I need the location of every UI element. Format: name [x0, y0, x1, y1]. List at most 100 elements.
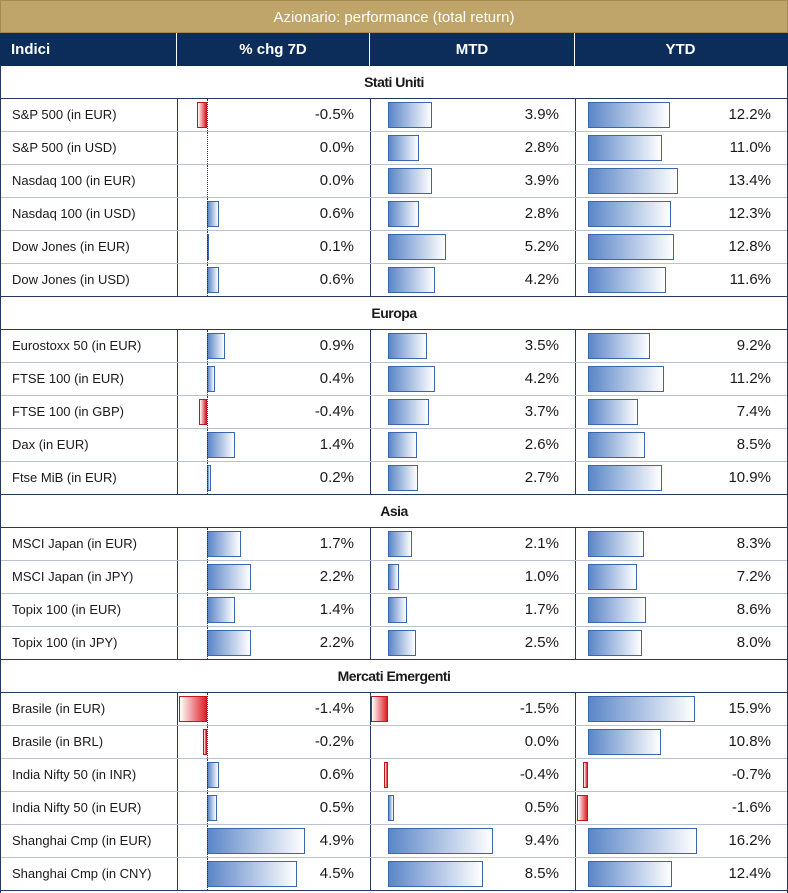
chg7d-value: 0.5% [319, 799, 354, 816]
mtd-value: 5.2% [524, 238, 559, 255]
chg7d-value: 2.2% [319, 634, 354, 651]
positive-bar [588, 696, 696, 722]
chg7d-value: 0.6% [319, 766, 354, 783]
positive-bar [388, 630, 416, 656]
mtd-value: -1.5% [519, 700, 559, 717]
table-row: Brasile (in BRL) -0.2% 0.0% 10.8% [1, 726, 787, 759]
ytd-cell: 7.2% [576, 561, 787, 593]
zero-axis-line [207, 330, 208, 362]
ytd-value: 7.2% [736, 568, 771, 585]
header-mtd: MTD [370, 33, 575, 66]
chg7d-value: 2.2% [319, 568, 354, 585]
ytd-cell: 8.3% [576, 528, 787, 560]
chg7d-value: 0.9% [319, 337, 354, 354]
positive-bar [207, 861, 297, 887]
negative-bar [203, 729, 207, 755]
index-name-cell: Dax (in EUR) [1, 429, 178, 461]
mtd-value: -0.4% [519, 766, 559, 783]
header-chg7d: % chg 7D [177, 33, 370, 66]
index-name-cell: Eurostoxx 50 (in EUR) [1, 330, 178, 362]
negative-bar [383, 762, 388, 788]
zero-axis-line [207, 429, 208, 461]
table-row: Brasile (in EUR) -1.4% -1.5% 15.9% [1, 693, 787, 726]
ytd-value: 7.4% [736, 403, 771, 420]
positive-bar [388, 366, 436, 392]
ytd-cell: 10.9% [576, 462, 787, 494]
chg7d-cell: 0.5% [178, 792, 371, 824]
index-name-cell: S&P 500 (in EUR) [1, 99, 178, 131]
mtd-cell: 4.2% [371, 363, 576, 395]
zero-axis-line [207, 627, 208, 659]
chg7d-cell: 0.1% [178, 231, 371, 263]
section-header: Asia [1, 495, 787, 528]
chg7d-value: 0.6% [319, 271, 354, 288]
ytd-cell: 12.4% [576, 858, 787, 890]
mtd-value: 2.1% [524, 535, 559, 552]
chg7d-value: -0.4% [314, 403, 354, 420]
ytd-cell: 12.3% [576, 198, 787, 230]
index-name-cell: Brasile (in EUR) [1, 693, 178, 725]
table-row: MSCI Japan (in EUR) 1.7% 2.1% 8.3% [1, 528, 787, 561]
positive-bar [207, 762, 219, 788]
positive-bar [207, 564, 251, 590]
chg7d-value: 1.4% [319, 436, 354, 453]
zero-axis-line [207, 858, 208, 890]
ytd-cell: 11.2% [576, 363, 787, 395]
chg7d-cell: 0.2% [178, 462, 371, 494]
ytd-cell: 16.2% [576, 825, 787, 857]
positive-bar [207, 267, 219, 293]
section-header: Stati Uniti [1, 66, 787, 99]
mtd-cell: 3.9% [371, 99, 576, 131]
ytd-value: 12.8% [728, 238, 771, 255]
positive-bar [388, 333, 428, 359]
table-row: Ftse MiB (in EUR) 0.2% 2.7% 10.9% [1, 462, 787, 495]
index-name-cell: Nasdaq 100 (in USD) [1, 198, 178, 230]
chg7d-cell: -0.5% [178, 99, 371, 131]
index-name: FTSE 100 (in EUR) [12, 371, 124, 386]
table-title: Azionario: performance (total return) [0, 0, 788, 33]
mtd-cell: 1.0% [371, 561, 576, 593]
mtd-cell: 2.5% [371, 627, 576, 659]
ytd-cell: 11.0% [576, 132, 787, 164]
positive-bar [207, 333, 225, 359]
index-name: India Nifty 50 (in EUR) [12, 800, 142, 815]
mtd-value: 2.8% [524, 205, 559, 222]
index-name-cell: Topix 100 (in EUR) [1, 594, 178, 626]
positive-bar [388, 399, 430, 425]
zero-axis-line [207, 198, 208, 230]
positive-bar [588, 135, 663, 161]
chg7d-value: 4.5% [319, 865, 354, 882]
ytd-value: 11.6% [729, 271, 771, 288]
positive-bar [388, 465, 419, 491]
ytd-value: 10.9% [728, 469, 771, 486]
mtd-cell: 2.8% [371, 132, 576, 164]
table-row: Dow Jones (in USD) 0.6% 4.2% 11.6% [1, 264, 787, 297]
index-name: Shanghai Cmp (in CNY) [12, 866, 152, 881]
mtd-value: 3.5% [524, 337, 559, 354]
positive-bar [588, 564, 637, 590]
positive-bar [207, 531, 241, 557]
ytd-value: -1.6% [731, 799, 771, 816]
mtd-value: 2.8% [524, 139, 559, 156]
positive-bar [207, 828, 305, 854]
section-header: Europa [1, 297, 787, 330]
chg7d-cell: 0.6% [178, 759, 371, 791]
positive-bar [207, 366, 215, 392]
positive-bar [588, 531, 645, 557]
positive-bar [388, 861, 484, 887]
ytd-cell: 7.4% [576, 396, 787, 428]
positive-bar [207, 597, 235, 623]
chg7d-cell: 1.4% [178, 429, 371, 461]
index-name-cell: Dow Jones (in USD) [1, 264, 178, 296]
mtd-value: 9.4% [524, 832, 559, 849]
positive-bar [388, 795, 394, 821]
ytd-value: 9.2% [736, 337, 771, 354]
mtd-cell: 2.1% [371, 528, 576, 560]
positive-bar [207, 630, 251, 656]
positive-bar [207, 201, 219, 227]
positive-bar [207, 432, 235, 458]
ytd-value: -0.7% [731, 766, 771, 783]
chg7d-value: -0.2% [314, 733, 354, 750]
positive-bar [588, 597, 647, 623]
positive-bar [588, 729, 661, 755]
